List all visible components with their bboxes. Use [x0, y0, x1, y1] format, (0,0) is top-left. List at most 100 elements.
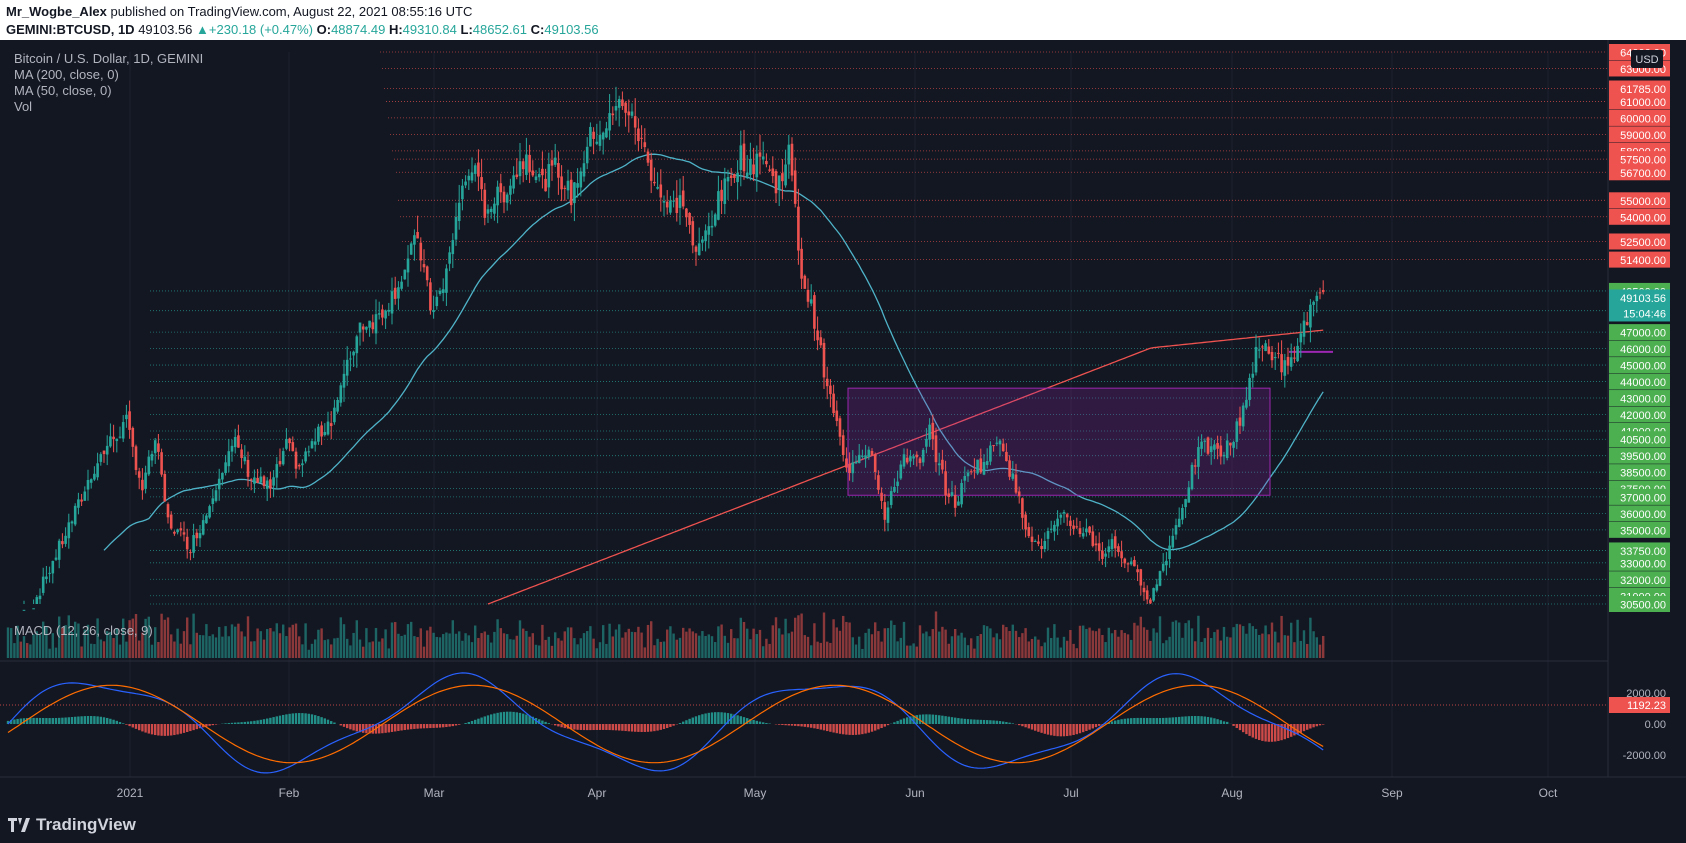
- macd-histogram-bar: [157, 724, 160, 736]
- volume-bar: [38, 634, 42, 658]
- time-tick-label: Jun: [905, 786, 924, 800]
- volume-bar: [1050, 638, 1053, 658]
- macd-histogram-bar: [269, 717, 272, 724]
- candle-body: [877, 475, 880, 490]
- candle-body: [1136, 569, 1139, 573]
- candle-body: [1008, 460, 1011, 477]
- volume-bar: [1021, 633, 1024, 658]
- candle-body: [198, 533, 202, 539]
- volume-bar: [784, 618, 787, 658]
- volume-bar: [1261, 633, 1264, 658]
- volume-bar: [1104, 642, 1107, 658]
- candle-body: [150, 453, 154, 461]
- macd-histogram-bar: [810, 724, 813, 728]
- macd-histogram-bar: [403, 724, 406, 731]
- price-tick-label: 42000.00: [1620, 410, 1666, 422]
- candle-body: [928, 424, 931, 440]
- macd-histogram-bar: [323, 718, 326, 724]
- macd-histogram-bar: [838, 724, 842, 734]
- candle-body: [1158, 571, 1162, 586]
- volume-bar: [374, 628, 378, 658]
- volume-bar: [787, 633, 790, 658]
- volume-bar: [592, 638, 595, 658]
- macd-histogram-bar: [1027, 724, 1030, 729]
- volume-bar: [358, 639, 362, 658]
- volume-bar: [1203, 638, 1206, 658]
- volume-bar: [221, 636, 224, 658]
- macd-histogram-bar: [486, 715, 490, 724]
- macd-histogram-bar: [1213, 718, 1216, 724]
- candle-body: [825, 378, 829, 387]
- volume-bar: [106, 631, 109, 658]
- volume-bar: [752, 628, 755, 658]
- macd-histogram-bar: [982, 719, 986, 724]
- volume-bar: [640, 632, 643, 658]
- macd-histogram-bar: [451, 724, 454, 727]
- volume-bar: [77, 623, 80, 658]
- price-chart-svg[interactable]: 64000.0063000.0061785.0061000.0060000.00…: [0, 40, 1686, 810]
- volume-bar: [298, 636, 301, 658]
- macd-histogram-bar: [538, 719, 541, 724]
- volume-bar: [1194, 641, 1197, 658]
- volume-bar: [611, 636, 614, 658]
- volume-bar: [877, 631, 880, 658]
- ohlc-line: GEMINI:BTCUSD, 1D 49103.56 ▲+230.18 (+0.…: [6, 22, 599, 37]
- candle-body: [569, 179, 573, 206]
- candle-body: [848, 463, 851, 473]
- candle-body: [365, 326, 368, 330]
- volume-bar: [208, 636, 211, 658]
- volume-bar: [154, 627, 157, 658]
- candle-body: [742, 143, 746, 172]
- volume-bar: [906, 645, 909, 658]
- macd-histogram-bar: [6, 720, 10, 724]
- volume-bar: [1286, 635, 1290, 658]
- macd-histogram-bar: [150, 724, 154, 735]
- author-name[interactable]: Mr_Wogbe_Alex: [6, 4, 107, 19]
- macd-histogram-bar: [592, 724, 595, 731]
- candle-body: [1040, 546, 1043, 550]
- macd-histogram-bar: [963, 718, 966, 724]
- volume-bar: [362, 646, 365, 658]
- volume-bar: [1315, 637, 1318, 658]
- volume-bar: [925, 631, 928, 658]
- volume-bar: [278, 633, 282, 658]
- price-tick-label: 57500.00: [1620, 155, 1666, 167]
- candle-body: [310, 441, 314, 449]
- volume-bar: [346, 638, 349, 658]
- price-tick-label: 30500.00: [1620, 600, 1666, 612]
- volume-bar: [931, 629, 934, 658]
- candle-body: [960, 482, 963, 505]
- macd-histogram-bar: [400, 724, 403, 731]
- price-tick-label: 44000.00: [1620, 377, 1666, 389]
- candle-body: [1155, 584, 1159, 591]
- macd-histogram-bar: [634, 724, 637, 732]
- candle-body: [45, 576, 48, 580]
- macd-histogram-bar: [1162, 717, 1165, 724]
- volume-bar: [1130, 639, 1133, 658]
- macd-histogram-bar: [93, 716, 96, 724]
- volume-bar: [771, 625, 774, 658]
- volume-bar: [576, 644, 579, 658]
- macd-histogram-bar: [618, 724, 621, 731]
- candle-body: [963, 476, 967, 481]
- macd-histogram-bar: [42, 717, 45, 724]
- candle-body: [941, 459, 944, 470]
- macd-histogram-bar: [678, 723, 682, 724]
- macd-histogram-bar: [173, 724, 176, 736]
- volume-bar: [112, 638, 115, 658]
- candle-body: [899, 464, 903, 479]
- candle-body: [201, 520, 205, 535]
- volume-bar: [317, 629, 320, 658]
- chart-area[interactable]: 64000.0063000.0061785.0061000.0060000.00…: [0, 40, 1686, 810]
- volume-bar: [557, 638, 560, 658]
- macd-histogram-bar: [234, 722, 237, 724]
- macd-histogram-bar: [1277, 724, 1280, 741]
- candle-body: [544, 178, 547, 192]
- tradingview-logo[interactable]: TradingView: [8, 815, 136, 835]
- volume-bar: [890, 620, 893, 658]
- candle-body: [339, 385, 343, 403]
- volume-bar: [349, 645, 352, 658]
- macd-histogram-bar: [922, 714, 925, 724]
- price-tag: [1609, 542, 1670, 559]
- candle-body: [918, 458, 922, 464]
